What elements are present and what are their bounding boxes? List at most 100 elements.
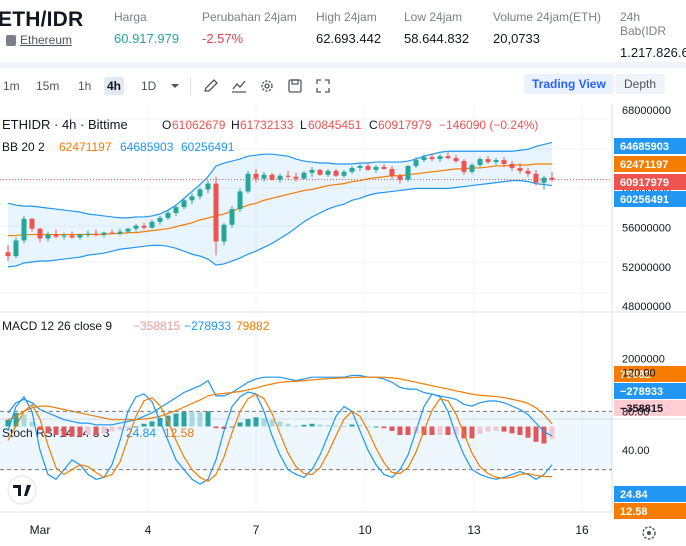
macd-histogram-bar [429,426,435,435]
stoch-rsi-d-line [7,393,553,482]
candle [173,207,179,213]
macd-histogram-bar [29,421,35,427]
trading-view-button[interactable]: Trading View [524,74,614,94]
macd-histogram-bar [397,426,403,435]
macd-histogram-bar [541,426,547,444]
candle [205,183,211,190]
time-axis-label: Mar [30,523,51,537]
macd-histogram-bar [445,426,451,435]
interval-15m[interactable]: 15m [36,79,60,93]
candle [373,166,379,170]
macd-histogram-bar [181,411,187,427]
depth-button[interactable]: Depth [615,74,666,94]
price-tag-label: 60256491 [620,194,669,206]
legend-o-value: 61062679 [172,118,226,132]
fullscreen-icon[interactable] [314,77,332,95]
stat-high: High 24jam 62.693.442 [316,10,381,46]
tradingview-logo[interactable] [7,475,37,505]
macd-histogram-bar [365,426,371,428]
time-axis-label: 13 [467,523,481,537]
stat-change: Perubahan 24jam -2.57% [202,10,297,46]
candle [325,170,331,175]
time-axis-label: 7 [253,523,260,537]
macd-histogram-bar [221,426,227,429]
macd-histogram-bar [77,426,83,437]
drawing-pencil-icon[interactable] [202,77,220,95]
interval-4h[interactable]: 4h [104,77,125,95]
bb-mid-value: 62471197 [59,140,112,154]
symbol-line: ETHIDR · 4h · Bittime [2,117,128,132]
candle [109,232,115,234]
price-tag-label: 60917979 [620,177,669,189]
candle [165,213,171,218]
candle [445,156,451,159]
candle [485,159,491,163]
macd-histogram-bar [317,424,323,427]
price-tag [614,191,686,207]
chart-settings[interactable] [642,526,656,540]
macd-histogram-bar [533,426,539,442]
legend-h-value: 61732133 [240,118,294,132]
stat-label: Perubahan 24jam [202,10,297,24]
candle [237,191,243,210]
tv-logo-icon [13,485,31,496]
macd-histogram-bar [325,425,331,427]
candle [429,157,435,160]
candle [413,160,419,166]
candle [541,177,547,183]
candle [501,160,507,164]
candle [453,158,459,162]
candle [285,175,291,177]
interval-1h[interactable]: 1h [78,79,92,93]
legend-h-label: H [231,118,240,132]
coin-link[interactable]: Ethereum [6,33,72,47]
macd-histogram-bar [37,426,43,430]
candle [29,218,35,229]
candle [365,165,371,170]
interval-1m[interactable]: 1m [3,79,20,93]
indicators-icon[interactable] [230,77,248,95]
candle [181,200,187,208]
chart-settings-icon [642,526,656,540]
interval-1d[interactable]: 1D [141,79,157,93]
macd-histogram-bar [13,412,19,427]
candle [37,228,43,239]
coin-name[interactable]: Ethereum [20,33,73,47]
macd-histogram-bar [373,426,379,428]
macd-histogram-bar [93,426,99,435]
macd-histogram-bar [453,426,459,435]
macd-histogram-bar [117,426,123,430]
candle [229,209,235,225]
candle [405,165,411,180]
bb-lower-value: 60256491 [181,140,235,154]
candle [221,224,227,242]
rsi-band-fill [0,411,612,470]
candle [269,174,275,180]
chevron-down-icon[interactable] [166,77,184,95]
candle [389,168,395,176]
wallet-icon [6,34,16,46]
candle [245,173,251,192]
main-pane: ETHIDR · 4h · Bittime O 61062679 H 61732… [2,117,538,154]
macd-histogram-bar [125,426,131,429]
candle [261,174,267,179]
chart-toolbar: 1m 15m 1h 4h 1D Trading View Depth [0,68,686,104]
candle [341,171,347,176]
save-icon[interactable] [286,77,304,95]
price-chart[interactable]: ETHIDR · 4h · Bittime O 61062679 H 61732… [0,104,686,546]
rsi-k-value: 24.84 [126,426,156,440]
candle [293,176,299,179]
gear-icon[interactable] [258,77,276,95]
macd-histogram-bar [381,426,387,429]
stat-value: 1.217.826.6 [620,45,686,60]
candle [397,175,403,180]
candle [85,233,91,235]
macd-signal-line [7,376,553,425]
macd-histogram-bar [269,419,275,427]
candle [13,240,19,257]
macd-histogram-bar [69,426,75,437]
candle [421,157,427,161]
macd-signal-value: 79882 [236,319,270,333]
candle [525,170,531,174]
bb-upper-line [7,141,553,219]
